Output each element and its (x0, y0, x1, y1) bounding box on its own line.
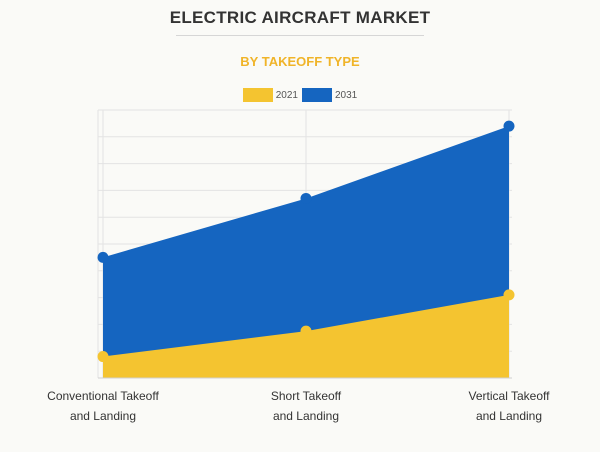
x-tick-label-vertical: Vertical Takeoff and Landing (429, 386, 589, 426)
x-tick-label-conventional: Conventional Takeoff and Landing (23, 386, 183, 426)
data-point-2021 (300, 325, 312, 337)
data-point-2031 (97, 251, 109, 263)
legend-label-2021: 2021 (275, 89, 298, 101)
x-tick-label-line: Vertical Takeoff (468, 389, 550, 403)
legend-swatch-2031 (302, 88, 332, 102)
legend-item-2021: 2021 (242, 88, 298, 102)
x-tick-label-short: Short Takeoff and Landing (226, 386, 386, 426)
data-point-2031 (300, 192, 312, 204)
chart-subtitle: BY TAKEOFF TYPE (240, 54, 360, 69)
legend-swatch-2021 (242, 88, 273, 102)
legend-item-2031: 2031 (302, 88, 357, 102)
x-tick-label-line: Conventional Takeoff (47, 389, 159, 403)
title-divider (176, 35, 424, 36)
data-point-2031 (503, 120, 515, 132)
data-point-2021 (97, 351, 109, 363)
chart-title: ELECTRIC AIRCRAFT MARKET (169, 8, 431, 27)
x-tick-label-line: and Landing (272, 409, 340, 423)
data-point-2021 (503, 289, 515, 301)
x-tick-label-line: Short Takeoff (270, 389, 342, 403)
x-tick-label-line: and Landing (475, 409, 543, 423)
x-tick-label-line: and Landing (69, 409, 137, 423)
legend-label-2031: 2031 (335, 89, 358, 101)
legend: 2021 2031 (0, 88, 600, 102)
